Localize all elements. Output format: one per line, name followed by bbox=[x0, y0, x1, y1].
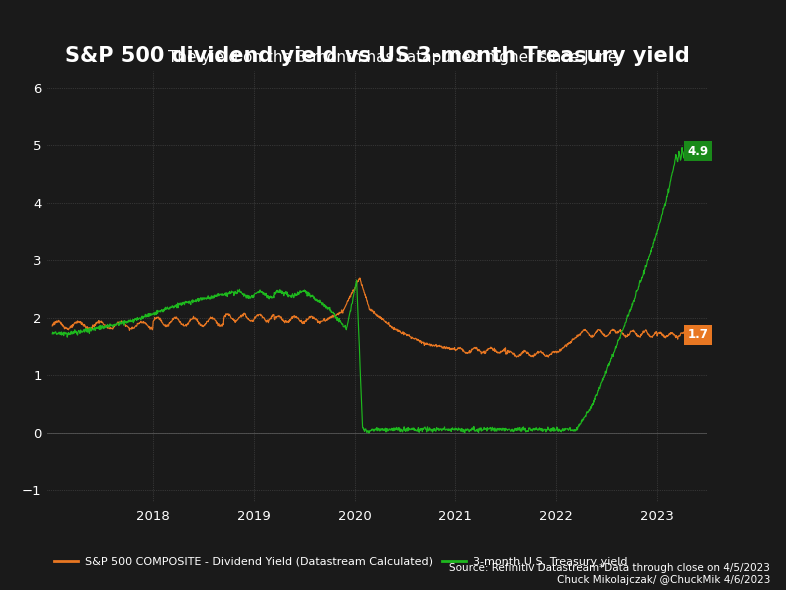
Text: The yield on the 3-month has catapulted higher since June: The yield on the 3-month has catapulted … bbox=[168, 50, 618, 65]
Title: S&P 500 dividend yield vs US 3-month Treasury yield: S&P 500 dividend yield vs US 3-month Tre… bbox=[65, 47, 689, 67]
Text: Source: Refinitiv Datastream*Data through close on 4/5/2023
Chuck Mikolajczak/ @: Source: Refinitiv Datastream*Data throug… bbox=[450, 563, 770, 585]
Text: 4.9: 4.9 bbox=[688, 145, 709, 158]
Text: 1.7: 1.7 bbox=[688, 329, 709, 342]
Legend: S&P 500 COMPOSITE - Dividend Yield (Datastream Calculated), 3-month U.S. Treasur: S&P 500 COMPOSITE - Dividend Yield (Data… bbox=[50, 552, 632, 571]
